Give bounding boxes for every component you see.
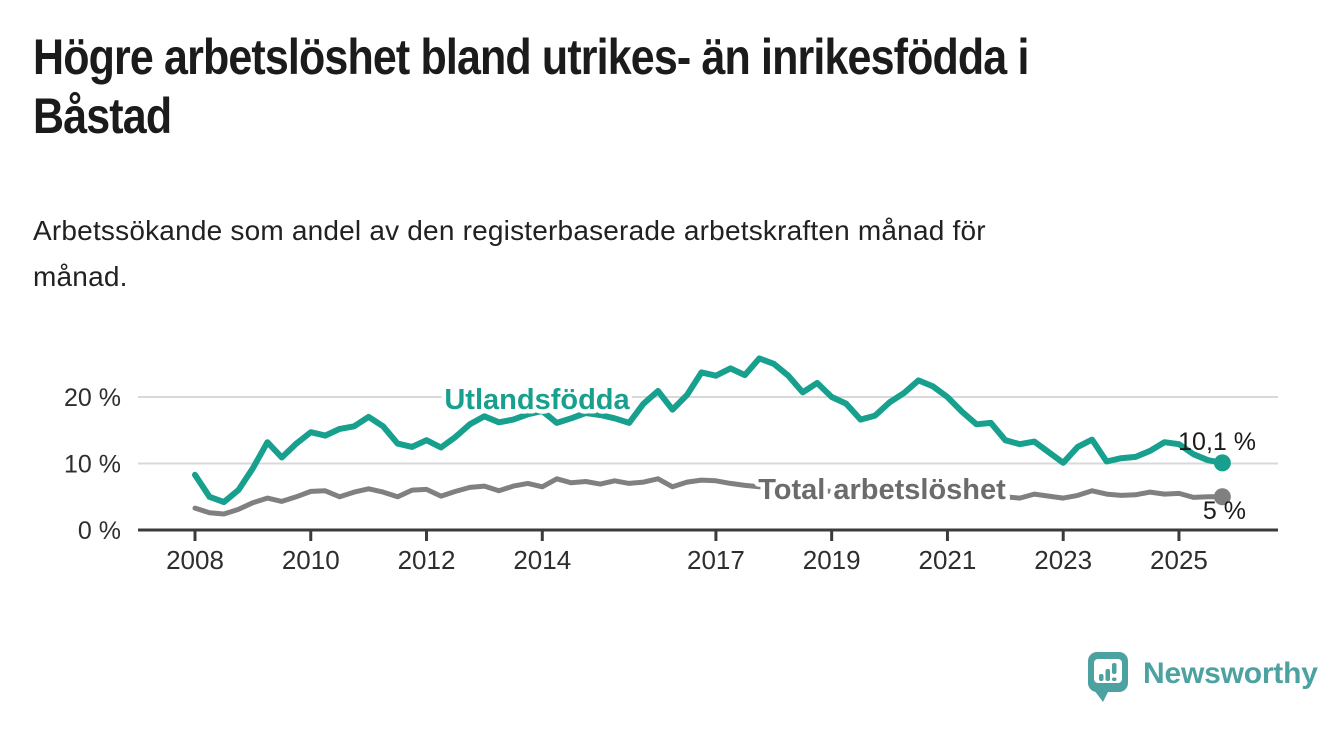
series-end-dot-0: [1213, 454, 1231, 472]
page-title-line-2: Båstad: [33, 88, 172, 144]
end-value-label-total: 5 %: [1203, 497, 1246, 525]
end-value-label-utlandsfodda: 10,1 %: [1178, 428, 1256, 456]
series-label-total-arbetsloshet: Total arbetslöshet: [758, 474, 1006, 506]
y-axis-label: 20 %: [64, 384, 121, 412]
series-end-dot-1: [1213, 488, 1231, 506]
page-subtitle-line-2: månad.: [33, 260, 128, 292]
x-axis-label: 2008: [166, 545, 224, 575]
x-axis-label: 2023: [1034, 545, 1092, 575]
newsworthy-logo: Newsworthy: [1086, 650, 1318, 703]
y-axis-label: 10 %: [64, 451, 121, 479]
x-axis-label: 2019: [803, 545, 861, 575]
page-subtitle-line-1: Arbetssökande som andel av den registerb…: [33, 215, 986, 246]
series-line-0: [192, 355, 1226, 506]
series-line-1: [192, 476, 1225, 517]
page-subtitle: Arbetssökande som andel av den registerb…: [33, 208, 986, 300]
x-axis-label: 2014: [513, 545, 571, 575]
x-axis-label: 2025: [1150, 545, 1208, 575]
page-title: Högre arbetslöshet bland utrikes- än inr…: [33, 28, 1029, 146]
series-label-utlandsfodda: Utlandsfödda: [444, 384, 630, 416]
page-title-line-1: Högre arbetslöshet bland utrikes- än inr…: [33, 29, 1029, 85]
x-axis-label: 2010: [282, 545, 340, 575]
x-axis-label: 2012: [398, 545, 456, 575]
y-axis-label: 0 %: [78, 517, 121, 545]
x-axis-label: 2021: [919, 545, 977, 575]
x-axis-label: 2017: [687, 545, 745, 575]
newsworthy-logo-icon: [1088, 652, 1128, 702]
newsworthy-wordmark: Newsworthy: [1143, 657, 1318, 690]
